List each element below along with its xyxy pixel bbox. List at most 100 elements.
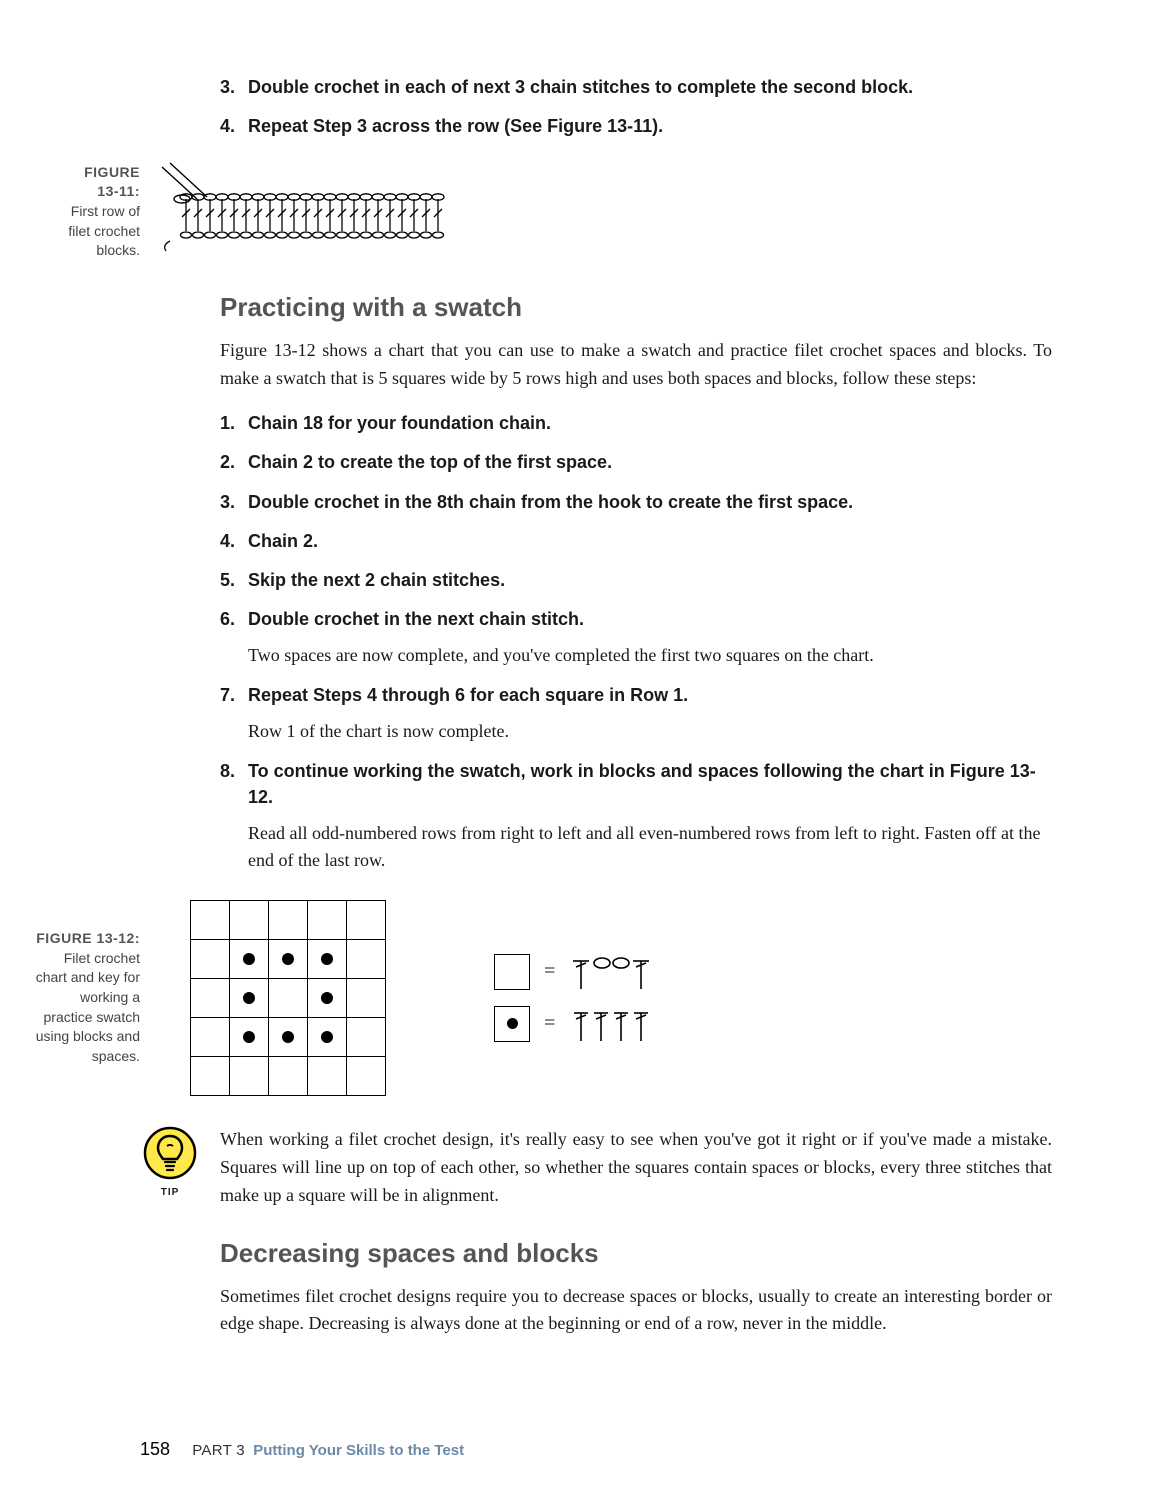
chart-row: 1 [152,1056,424,1095]
step-body: Chain 2 to create the top of the first s… [248,450,1052,475]
step-number: 4. [220,114,248,139]
chart-cell-empty [191,1056,230,1095]
step-text: To continue working the swatch, work in … [248,759,1052,809]
step-number: 6. [220,607,248,669]
step-note: Read all odd-numbered rows from right to… [248,820,1052,874]
step-text: Double crochet in the next chain stitch. [248,607,1052,632]
step-body: Double crochet in the 8th chain from the… [248,490,1052,515]
step-number: 8. [220,759,248,873]
step-number: 3. [220,490,248,515]
filet-chart: 5 4 321 [152,900,424,1096]
chart-cell-filled [269,1017,308,1056]
heading-swatch: Practicing with a swatch [220,292,1052,323]
chart-cell-empty [347,978,386,1017]
chart-row: 2 [152,1017,424,1056]
figure-13-12: FIGURE 13-12: Filet crochet chart and ke… [140,900,1052,1096]
step-text: Chain 2 to create the top of the first s… [248,450,1052,475]
step-text: Skip the next 2 chain stitches. [248,568,1052,593]
chart-row: 5 [152,900,424,939]
chart-cell-filled [308,1017,347,1056]
figure-caption: FIGURE 13-12: Filet crochet chart and ke… [30,929,152,1066]
chart-cell-empty [191,1017,230,1056]
key-box-empty [494,954,530,990]
footer-title: Putting Your Skills to the Test [249,1442,464,1459]
step-number: 1. [220,411,248,436]
chart-row-label-left [152,900,191,939]
figure-caption: FIGURE 13-11: First row of filet crochet… [60,163,152,261]
chart-row: 3 [152,978,424,1017]
chart-cell-empty [347,939,386,978]
step-number: 5. [220,568,248,593]
tip-label: TIP [140,1187,200,1198]
tip-icon-wrap: TIP [140,1126,200,1198]
space-stitch-icon [569,953,659,991]
chart-cell-empty [347,1017,386,1056]
page-footer: 158 PART 3 Putting Your Skills to the Te… [140,1439,464,1460]
step-item: 8.To continue working the swatch, work i… [220,759,1052,873]
chart-cell-filled [230,978,269,1017]
chart-row-label-left [152,978,191,1017]
paragraph: Figure 13-12 shows a chart that you can … [220,337,1052,393]
figure-body: 5 4 321 = [152,900,1052,1096]
figure-13-11: FIGURE 13-11: First row of filet crochet… [140,159,1052,264]
step-item: 5.Skip the next 2 chain stitches. [220,568,1052,593]
chart-cell-filled [230,1017,269,1056]
step-item: 4.Chain 2. [220,529,1052,554]
step-text: Repeat Steps 4 through 6 for each square… [248,683,1052,708]
step-body: Skip the next 2 chain stitches. [248,568,1052,593]
step-number: 2. [220,450,248,475]
step-item: 3. Double crochet in each of next 3 chai… [220,75,1052,100]
block-stitch-icon [569,1005,659,1043]
key-row-space: = [494,953,659,991]
chart-cell-empty [269,978,308,1017]
chart-cell-empty [191,900,230,939]
figure-caption-text: Filet crochet chart and key for working … [36,950,140,1064]
content-column: Practicing with a swatch Figure 13-12 sh… [220,292,1052,873]
chart-key: = [494,939,659,1057]
step-text: Chain 18 for your foundation chain. [248,411,1052,436]
step-item: 4. Repeat Step 3 across the row (See Fig… [220,114,1052,139]
chart-row: 4 [152,939,424,978]
tip-block: TIP When working a filet crochet design,… [220,1126,1052,1210]
chart-cell-empty [191,939,230,978]
chart-row-label-right [386,939,425,978]
paragraph: Sometimes filet crochet designs require … [220,1283,1052,1339]
step-item: 6.Double crochet in the next chain stitc… [220,607,1052,669]
chart-row-label-left [152,1056,191,1095]
step-note: Row 1 of the chart is now complete. [248,718,1052,745]
chart-row-label-right: 5 [386,900,425,939]
chart-cell-empty [269,1056,308,1095]
step-body: Chain 18 for your foundation chain. [248,411,1052,436]
chart-cell-filled [308,939,347,978]
page: 3. Double crochet in each of next 3 chai… [0,0,1172,1500]
figure-image [152,159,1052,264]
chart-cell-filled [230,939,269,978]
figure-label: FIGURE 13-12: [36,930,140,946]
figure-caption-text: First row of filet crochet blocks. [68,203,140,258]
step-item: 7.Repeat Steps 4 through 6 for each squa… [220,683,1052,745]
chart-row-label-right: 3 [386,978,425,1017]
step-number: 3. [220,75,248,100]
chart-row-label-left: 4 [152,939,191,978]
step-number: 7. [220,683,248,745]
equals-sign: = [544,1012,555,1035]
lightbulb-icon [143,1126,197,1180]
chart-cell-empty [347,1056,386,1095]
step-note: Two spaces are now complete, and you've … [248,642,1052,669]
crochet-row-illustration [152,159,452,259]
step-item: 3.Double crochet in the 8th chain from t… [220,490,1052,515]
page-number: 158 [140,1439,170,1459]
chart-cell-empty [230,1056,269,1095]
step-text: Repeat Step 3 across the row (See Figure… [248,114,1052,139]
step-number: 4. [220,529,248,554]
figure-label: FIGURE 13-11: [84,164,140,200]
content-column: TIP When working a filet crochet design,… [220,1126,1052,1338]
chart-cell-filled [269,939,308,978]
chart-and-key: 5 4 321 = [152,900,1052,1096]
swatch-steps-list: 1.Chain 18 for your foundation chain.2.C… [220,411,1052,874]
chart-cell-empty [347,900,386,939]
step-item: 1.Chain 18 for your foundation chain. [220,411,1052,436]
chart-row-label-right [386,1017,425,1056]
chart-cell-empty [230,900,269,939]
step-text: Double crochet in each of next 3 chain s… [248,75,1052,100]
